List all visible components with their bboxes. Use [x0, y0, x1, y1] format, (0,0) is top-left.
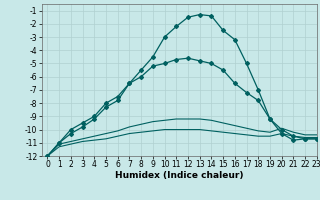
X-axis label: Humidex (Indice chaleur): Humidex (Indice chaleur) — [115, 171, 244, 180]
